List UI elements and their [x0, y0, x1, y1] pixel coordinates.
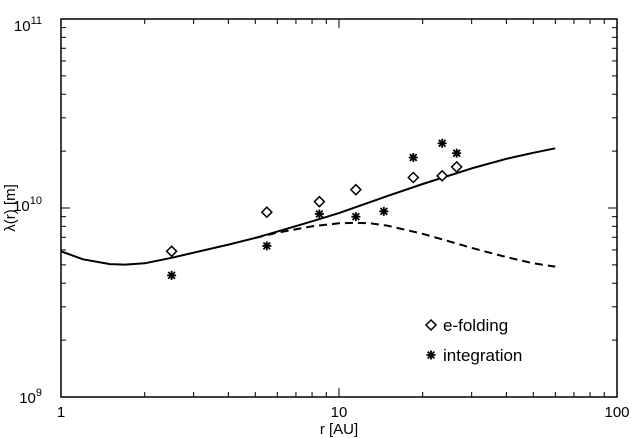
- integration-point: [167, 270, 177, 280]
- y-tick-label-1e11: 1011: [14, 15, 42, 35]
- asterisk-stroke: [452, 149, 461, 158]
- asterisk-stroke: [262, 241, 271, 250]
- solid-curve: [60, 147, 556, 266]
- dashed-curve: [255, 221, 556, 268]
- legend-label-e-folding: e-folding: [443, 316, 508, 335]
- integration-point: [262, 241, 272, 251]
- asterisk-stroke: [438, 139, 447, 148]
- asterisk-stroke: [409, 153, 418, 162]
- y-tick-label-1e9: 109: [19, 387, 42, 407]
- integration-point: [314, 209, 324, 219]
- legend-diamond-marker: [424, 318, 438, 332]
- integration-point: [408, 153, 418, 163]
- e-folding-point: [407, 171, 420, 184]
- y-tick-label-1e10: 1010: [13, 195, 42, 215]
- integration-point: [351, 212, 361, 222]
- integration-point: [437, 138, 447, 148]
- integration-point: [452, 148, 462, 158]
- e-folding-point: [165, 245, 178, 258]
- e-folding-point: [349, 183, 362, 196]
- x-tick-label-1: 1: [57, 404, 65, 421]
- x-tick-label-10: 10: [331, 404, 348, 421]
- asterisk-stroke: [379, 207, 388, 216]
- asterisk-stroke: [167, 271, 176, 280]
- x-tick-label-100: 100: [604, 404, 629, 421]
- e-folding-point: [260, 206, 273, 219]
- e-folding-point: [436, 169, 449, 182]
- plot-frame: [60, 18, 618, 398]
- e-folding-point: [450, 160, 463, 173]
- asterisk-stroke: [351, 212, 360, 221]
- legend-label-integration: integration: [443, 346, 522, 365]
- legend-marker-integration: [426, 350, 436, 360]
- y-axis-label: λ(r) [m]: [2, 184, 19, 231]
- legend-asterisk-marker: [426, 350, 436, 360]
- series-lines: [60, 147, 556, 268]
- e-folding-point: [313, 195, 326, 208]
- x-axis-label: r [AU]: [320, 421, 358, 438]
- legend: e-folding integration: [424, 316, 522, 365]
- series-markers: [165, 138, 463, 280]
- legend-marker-e-folding: [424, 318, 438, 332]
- axis-ticks: [60, 19, 617, 398]
- integration-point: [379, 206, 389, 216]
- asterisk-stroke: [426, 350, 436, 360]
- asterisk-stroke: [315, 209, 324, 218]
